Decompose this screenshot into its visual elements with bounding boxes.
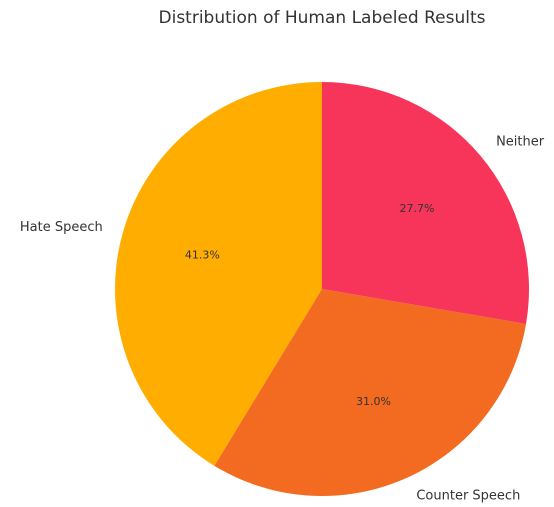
slice-label: Neither xyxy=(496,135,545,150)
value-label: 27.7% xyxy=(399,202,434,215)
pie-slice xyxy=(115,82,322,466)
slice-label: Hate Speech xyxy=(20,220,103,235)
value-label: 41.3% xyxy=(185,248,220,261)
value-label: 31.0% xyxy=(356,395,391,408)
chart-title: Distribution of Human Labeled Results xyxy=(159,8,486,28)
slice-label: Counter Speech xyxy=(416,489,520,504)
pie-slice xyxy=(322,82,529,324)
pie-slice xyxy=(214,289,527,496)
